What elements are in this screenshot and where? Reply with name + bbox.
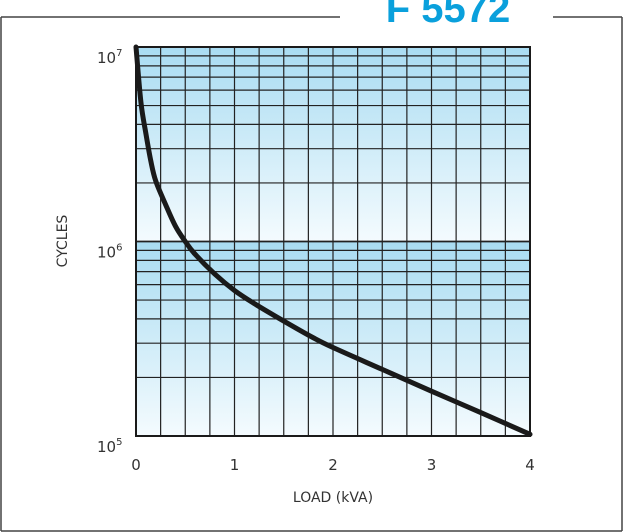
y-tick-labels: 105 106 107 <box>97 48 122 456</box>
model-badge: F 5572 <box>386 0 511 31</box>
x-axis-title: LOAD (kVA) <box>293 490 373 506</box>
x-tick-label: 3 <box>427 456 437 474</box>
y-tick-label: 107 <box>97 48 122 67</box>
series-layer <box>133 44 533 437</box>
y-axis-title: CYCLES <box>55 215 71 268</box>
x-tick-label: 0 <box>131 456 141 474</box>
grid-lines <box>135 46 531 437</box>
y-tick-label: 106 <box>97 243 122 262</box>
cycles-vs-load-curve <box>133 44 533 437</box>
x-tick-labels: 0 1 2 3 4 <box>131 456 535 474</box>
x-tick-label: 1 <box>230 456 240 474</box>
y-tick-label: 105 <box>97 437 122 456</box>
x-tick-label: 4 <box>525 456 535 474</box>
plot-area-border <box>135 46 531 437</box>
x-tick-label: 2 <box>328 456 338 474</box>
